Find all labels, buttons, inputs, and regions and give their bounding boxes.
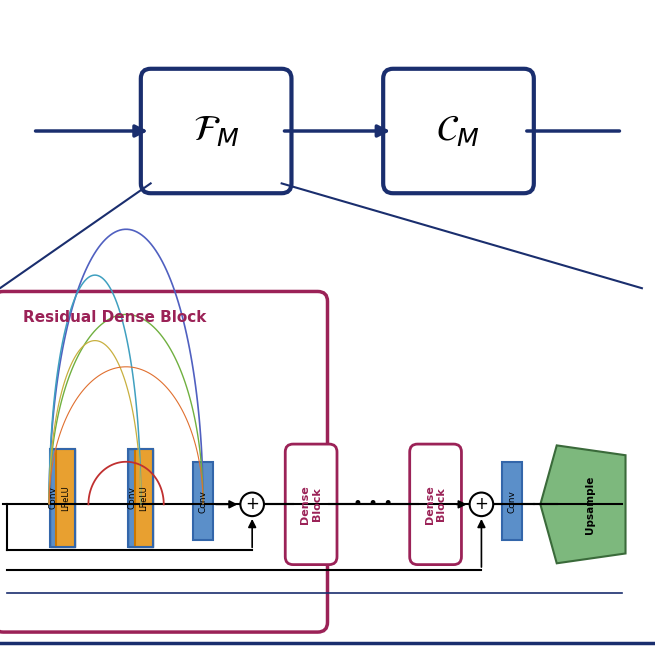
FancyBboxPatch shape	[193, 462, 213, 540]
Text: • • •: • • •	[353, 495, 394, 514]
Text: Conv: Conv	[198, 490, 208, 512]
FancyBboxPatch shape	[128, 449, 153, 547]
Text: LReLU: LReLU	[140, 485, 149, 511]
FancyBboxPatch shape	[0, 291, 328, 632]
Text: $\mathcal{F}_M$: $\mathcal{F}_M$	[193, 114, 240, 148]
FancyBboxPatch shape	[135, 449, 153, 547]
Text: Dense
Block: Dense Block	[301, 485, 322, 524]
Circle shape	[240, 493, 264, 516]
Text: $\mathcal{C}_M$: $\mathcal{C}_M$	[436, 113, 481, 149]
Bar	[50, 449, 75, 547]
Polygon shape	[540, 445, 626, 563]
Text: Residual Dense Block: Residual Dense Block	[23, 310, 206, 325]
FancyBboxPatch shape	[383, 69, 534, 193]
Text: Conv: Conv	[508, 490, 517, 512]
Text: +: +	[474, 495, 489, 514]
Text: LReLU: LReLU	[61, 485, 70, 511]
FancyBboxPatch shape	[50, 449, 75, 547]
Text: Dense
Block: Dense Block	[425, 485, 446, 524]
Text: +: +	[245, 495, 259, 514]
Text: Conv: Conv	[127, 487, 136, 509]
FancyBboxPatch shape	[286, 444, 337, 565]
Circle shape	[470, 493, 493, 516]
FancyBboxPatch shape	[410, 444, 461, 565]
FancyBboxPatch shape	[56, 449, 75, 547]
Text: Upsample: Upsample	[584, 475, 595, 534]
FancyBboxPatch shape	[502, 462, 522, 540]
Bar	[128, 449, 153, 547]
FancyBboxPatch shape	[141, 69, 291, 193]
Text: Conv: Conv	[48, 487, 58, 509]
